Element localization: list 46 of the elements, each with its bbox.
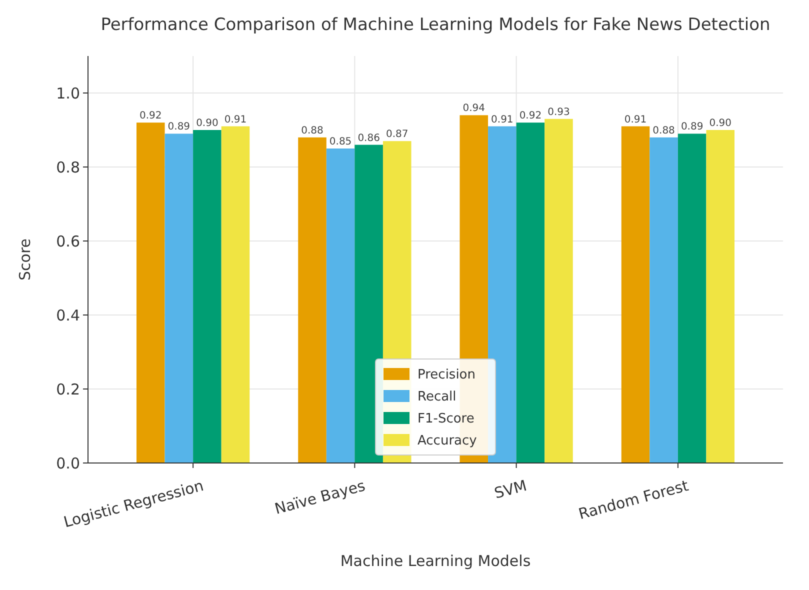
bar	[136, 122, 165, 463]
data-label: 0.91	[491, 114, 514, 126]
y-tick-label: 0.4	[56, 306, 80, 324]
x-tick-label: SVM	[492, 476, 529, 502]
data-label: 0.86	[358, 132, 380, 144]
data-label: 0.92	[140, 110, 162, 122]
bar	[193, 130, 222, 463]
data-label: 0.90	[196, 118, 218, 129]
legend-label: Precision	[418, 368, 476, 383]
data-label: 0.89	[680, 122, 704, 133]
data-label: 0.93	[548, 106, 570, 118]
data-label: 0.92	[519, 110, 542, 122]
data-label: 0.85	[329, 136, 352, 148]
bar	[621, 126, 650, 463]
bar	[221, 126, 250, 463]
data-label: 0.88	[652, 125, 675, 136]
data-label: 0.91	[224, 114, 247, 126]
bar	[164, 134, 194, 463]
legend-label: F1-Score	[418, 412, 474, 427]
bar	[298, 137, 326, 463]
x-axis-title: Machine Learning Models	[340, 552, 531, 570]
data-label: 0.91	[624, 114, 647, 126]
data-label: 0.90	[709, 118, 732, 129]
y-tick-label: 0.8	[56, 158, 80, 176]
legend-label: Accuracy	[418, 434, 478, 449]
x-tick-label: Naïve Bayes	[272, 476, 368, 518]
y-axis-title: Score	[16, 238, 34, 281]
bar	[354, 144, 383, 463]
y-tick-label: 0.2	[56, 380, 80, 398]
bar	[544, 118, 573, 463]
x-tick-label: Random Forest	[576, 476, 690, 524]
y-tick-label: 1.0	[56, 84, 80, 102]
data-label: 0.87	[386, 129, 408, 140]
bar	[678, 134, 706, 463]
data-label: 0.89	[168, 122, 190, 133]
chart-title: Performance Comparison of Machine Learning Models for Fake News Detection	[100, 15, 770, 35]
bar	[706, 130, 735, 463]
y-tick-label: 0.0	[56, 454, 80, 472]
bar	[326, 148, 355, 463]
bar	[488, 126, 516, 463]
data-label: 0.94	[462, 103, 486, 114]
data-label: 0.88	[301, 125, 324, 136]
bar	[516, 122, 545, 463]
bar	[650, 137, 678, 463]
legend-label: Recall	[418, 390, 456, 405]
y-tick-label: 0.6	[56, 232, 80, 250]
